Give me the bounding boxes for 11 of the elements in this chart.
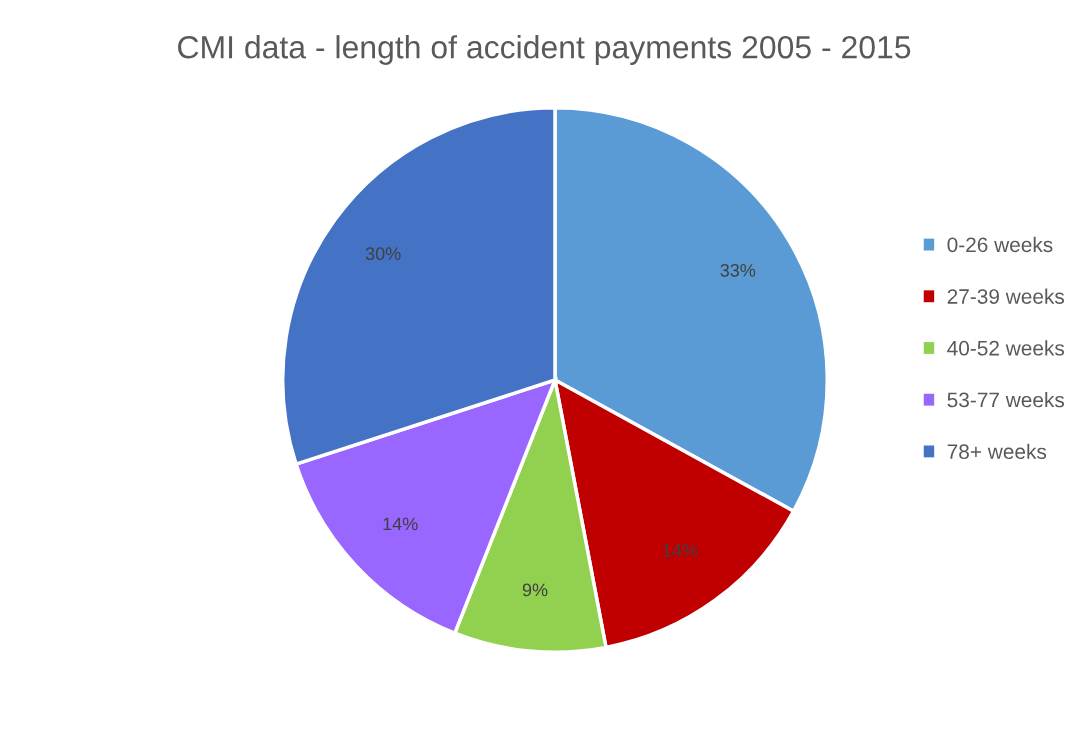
legend-label: 27-39 weeks <box>947 288 1065 304</box>
legend-label: 40-52 weeks <box>947 340 1065 356</box>
data-label: 9% <box>522 583 548 597</box>
chart-title: CMI data - length of accident payments 2005 - 2015 <box>178 35 911 65</box>
data-label: 33% <box>720 263 756 277</box>
data-label: 14% <box>663 543 698 557</box>
legend-label: 78+ weeks <box>947 443 1047 460</box>
legend-label: 53-77 weeks <box>947 392 1065 408</box>
data-label: 30% <box>365 247 401 261</box>
data-label: 14% <box>383 517 418 531</box>
legend-label: 0-26 weeks <box>947 236 1053 253</box>
